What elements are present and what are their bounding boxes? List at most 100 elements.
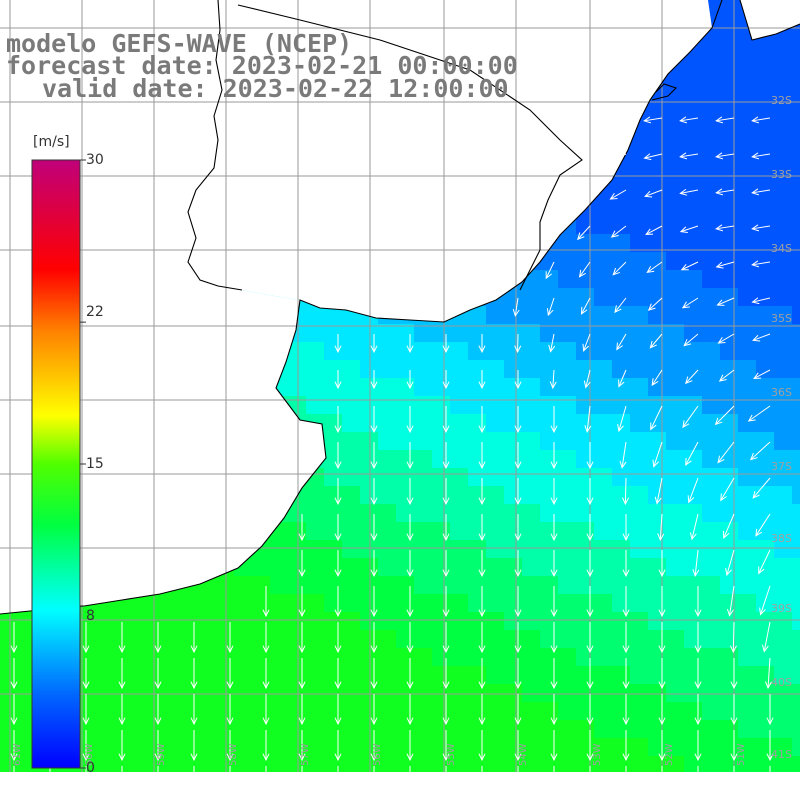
wind-cell xyxy=(576,684,595,703)
wind-cell xyxy=(522,504,541,523)
wind-arrow xyxy=(118,730,126,762)
wind-cell xyxy=(180,612,199,631)
wind-arrow xyxy=(406,694,414,726)
wind-cell xyxy=(774,540,793,559)
wind-cell xyxy=(630,558,649,577)
wind-arrow xyxy=(622,622,630,654)
wind-cell xyxy=(630,216,649,235)
wind-cell xyxy=(756,306,775,325)
wind-cell xyxy=(648,108,667,127)
wind-cell xyxy=(162,684,181,703)
wind-cell xyxy=(306,396,325,415)
wind-cell xyxy=(450,702,469,721)
wind-arrow xyxy=(118,658,126,690)
wind-cell xyxy=(270,684,289,703)
wind-cell xyxy=(522,756,541,772)
wind-cell xyxy=(702,90,721,109)
colorbar-unit: [m/s] xyxy=(33,134,70,150)
wind-cell xyxy=(360,378,379,397)
wind-cell xyxy=(684,684,703,703)
wind-cell xyxy=(684,720,703,739)
wind-arrow xyxy=(406,550,414,578)
wind-cell xyxy=(414,558,433,577)
wind-cell xyxy=(468,306,487,325)
wind-cell xyxy=(702,504,721,523)
valid-date: valid date: 2023-02-22 12:00:00 xyxy=(42,74,509,103)
latitude-label: 41S xyxy=(771,748,792,761)
wind-cell xyxy=(324,612,343,631)
wind-cell xyxy=(630,414,649,433)
wind-arrow xyxy=(548,333,556,353)
wind-cell xyxy=(774,288,793,307)
wind-arrow xyxy=(406,730,414,762)
wind-cell xyxy=(558,576,577,595)
wind-cell xyxy=(450,522,469,541)
wind-cell xyxy=(378,432,397,451)
wind-cell xyxy=(396,756,415,772)
wind-cell xyxy=(756,612,775,631)
wind-cell xyxy=(288,720,307,739)
wind-cell xyxy=(612,702,631,721)
wind-cell xyxy=(738,702,757,721)
wind-cell xyxy=(468,612,487,631)
wind-cell xyxy=(792,216,800,235)
wind-arrow xyxy=(406,370,414,390)
wind-cell xyxy=(486,360,505,379)
wind-cell xyxy=(288,666,307,685)
wind-cell xyxy=(630,198,649,217)
wind-cell xyxy=(666,252,685,271)
wind-cell xyxy=(774,144,793,163)
wind-arrow xyxy=(622,730,630,762)
wind-cell xyxy=(684,252,703,271)
wind-cell xyxy=(738,522,757,541)
wind-cell xyxy=(792,180,800,199)
wind-cell xyxy=(342,738,361,757)
wind-cell xyxy=(648,666,667,685)
wind-arrow xyxy=(478,694,486,726)
wind-arrow xyxy=(334,694,342,726)
wind-cell xyxy=(144,630,163,649)
wind-cell xyxy=(144,720,163,739)
wind-cell xyxy=(360,702,379,721)
wind-cell xyxy=(702,126,721,145)
wind-cell xyxy=(594,702,613,721)
latitude-label: 40S xyxy=(771,676,792,689)
wind-cell xyxy=(486,414,505,433)
wind-cell xyxy=(450,360,469,379)
wind-cell xyxy=(684,306,703,325)
wind-cell xyxy=(684,216,703,235)
wind-cell xyxy=(738,360,757,379)
wind-cell xyxy=(576,612,595,631)
longitude-label: 53W xyxy=(592,743,603,766)
wind-cell xyxy=(666,306,685,325)
wind-cell xyxy=(252,630,271,649)
wind-arrow xyxy=(13,766,15,772)
wind-cell xyxy=(720,576,739,595)
wind-cell xyxy=(270,666,289,685)
wind-cell xyxy=(774,666,793,685)
wind-cell xyxy=(396,504,415,523)
wind-cell xyxy=(630,576,649,595)
wind-cell xyxy=(774,252,793,271)
wind-cell xyxy=(648,468,667,487)
wind-cell xyxy=(756,198,775,217)
wind-cell xyxy=(90,756,109,772)
wind-arrow xyxy=(586,730,594,762)
wind-cell xyxy=(342,378,361,397)
wind-cell xyxy=(108,738,127,757)
wind-cell xyxy=(288,558,307,577)
wind-cell xyxy=(504,450,523,469)
longitude-label: 59W xyxy=(156,743,167,766)
wind-cell xyxy=(486,504,505,523)
wind-arrow xyxy=(370,514,378,542)
wind-cell xyxy=(378,360,397,379)
wind-cell xyxy=(792,522,800,541)
wind-cell xyxy=(306,666,325,685)
wind-cell xyxy=(702,738,721,757)
wind-cell xyxy=(108,702,127,721)
wind-cell xyxy=(144,648,163,667)
wind-cell xyxy=(378,684,397,703)
wind-arrow xyxy=(337,766,339,772)
wind-cell xyxy=(504,594,523,613)
wind-arrow xyxy=(442,514,450,542)
